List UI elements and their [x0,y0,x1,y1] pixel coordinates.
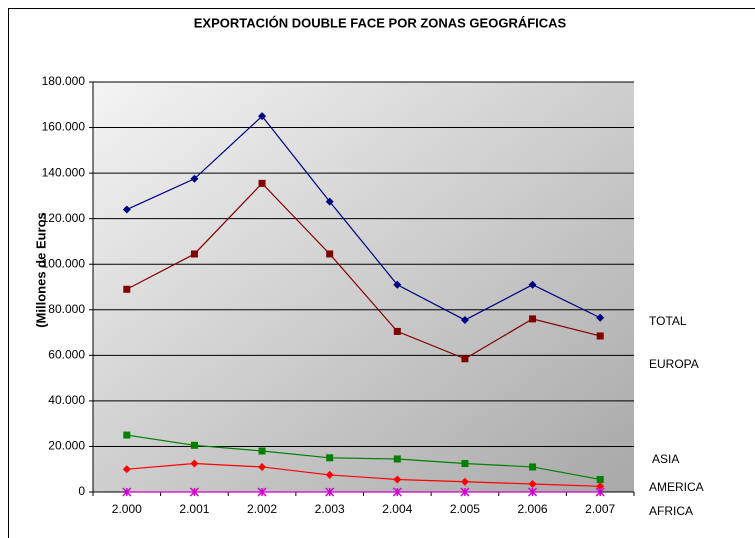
y-tick-label: 20.000 [48,439,85,453]
marker [392,487,402,497]
marker [393,327,401,335]
marker [190,250,198,258]
series-line [126,434,601,481]
marker [460,477,469,486]
y-tick-label: 120.000 [42,211,86,225]
marker [325,197,334,206]
plot-area [93,82,634,492]
x-tick-label: 2.001 [179,502,209,516]
marker [460,316,469,325]
marker [258,112,267,121]
marker [528,280,537,289]
marker [393,455,401,463]
marker [258,462,267,471]
marker [596,482,605,491]
y-tick-label: 40.000 [48,393,85,407]
marker [596,332,604,340]
marker [190,459,199,468]
marker [528,487,538,497]
y-tick-label: 0 [78,484,85,498]
marker [529,463,537,471]
series-line [126,182,601,360]
marker [122,465,131,474]
marker [325,470,334,479]
marker [528,480,537,489]
chart-frame [8,8,755,538]
series-label: TOTAL [649,314,687,328]
y-axis-label: (Millones de Euros [33,212,48,328]
marker [123,285,131,293]
marker [461,460,469,468]
marker [326,250,334,258]
series-label: AMERICA [649,480,704,494]
series-line [126,115,601,321]
marker [393,280,402,289]
marker [461,355,469,363]
x-tick-label: 2.004 [382,502,412,516]
y-tick-label: 160.000 [42,120,86,134]
series-label: ASIA [652,452,679,466]
series-line [126,462,601,487]
marker [596,313,605,322]
marker [258,447,266,455]
marker [190,441,198,449]
x-tick-label: 2.003 [315,502,345,516]
marker [326,454,334,462]
marker [595,487,605,497]
x-tick-label: 2.006 [518,502,548,516]
x-tick-label: 2.000 [112,502,142,516]
marker [393,475,402,484]
marker [189,487,199,497]
marker [190,174,199,183]
marker [529,315,537,323]
y-tick-label: 100.000 [42,256,86,270]
marker [122,487,132,497]
x-tick-label: 2.002 [247,502,277,516]
y-tick-label: 180.000 [42,74,86,88]
marker [460,487,470,497]
y-tick-label: 140.000 [42,165,86,179]
marker [596,475,604,483]
marker [257,487,267,497]
series-label: EUROPA [649,357,699,371]
marker [325,487,335,497]
marker [122,205,131,214]
x-tick-label: 2.007 [585,502,615,516]
series-label: AFRICA [649,504,693,518]
y-tick-label: 60.000 [48,348,85,362]
marker [123,431,131,439]
y-tick-label: 80.000 [48,302,85,316]
marker [258,179,266,187]
x-tick-label: 2.005 [450,502,480,516]
chart-title: EXPORTACIÓN DOUBLE FACE POR ZONAS GEOGRÁ… [194,15,567,30]
